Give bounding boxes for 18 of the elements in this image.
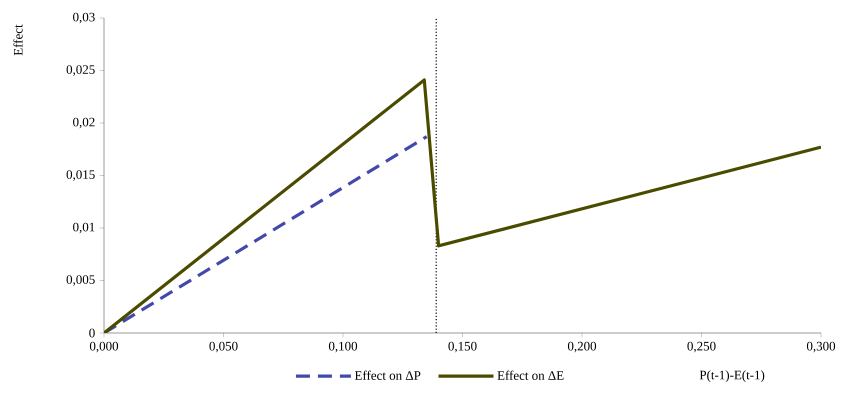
y-tick-label: 0,015	[66, 170, 95, 181]
y-tick-label: 0,025	[66, 65, 95, 76]
x-tick-label: 0,200	[568, 342, 596, 352]
y-tick-label: 0,005	[66, 275, 95, 286]
x-tick-label: 0,100	[328, 342, 358, 352]
x-tick-label: 0,150	[448, 342, 477, 352]
x-tick-label: 0,050	[209, 342, 238, 352]
y-axis-title: Effect	[13, 24, 23, 56]
y-tick-label: 0,01	[73, 222, 94, 234]
x-tick-label: 0,000	[90, 342, 118, 352]
y-tick-label: 0,03	[73, 12, 95, 24]
x-axis-title: P(t-1)-E(t-1)	[700, 370, 764, 382]
y-tick-label: 0,02	[73, 118, 95, 128]
y-tick-label: 0	[89, 328, 95, 338]
legend-label: Effect on ΔP	[354, 370, 420, 380]
x-tick-label: 0,300	[806, 342, 836, 352]
x-tick-label: 0,250	[687, 342, 716, 352]
legend-label: Effect on ΔE	[497, 370, 564, 380]
